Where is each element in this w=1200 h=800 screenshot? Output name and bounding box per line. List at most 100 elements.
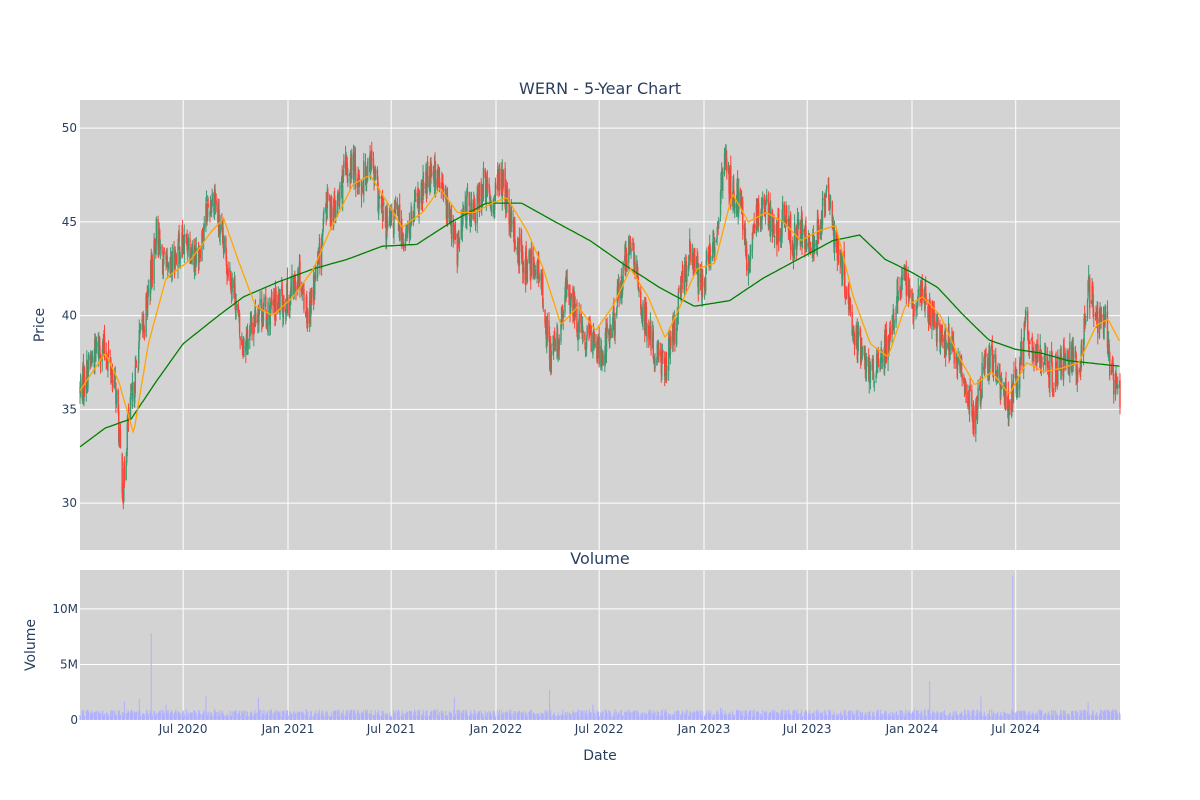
candle-body: [710, 255, 712, 260]
volume-bar: [239, 710, 241, 720]
candle-body: [339, 185, 341, 202]
volume-bar: [811, 713, 813, 720]
volume-bar: [1053, 710, 1055, 720]
volume-bar: [632, 714, 634, 720]
volume-bar: [97, 711, 99, 720]
candle-body: [654, 358, 656, 369]
volume-bar: [174, 712, 176, 720]
volume-bar: [688, 715, 690, 720]
candle-body: [815, 240, 817, 247]
volume-bar: [965, 715, 967, 720]
volume-bar: [1115, 711, 1117, 720]
candle-body: [564, 295, 566, 314]
volume-bar: [1073, 715, 1075, 720]
volume-bar: [241, 711, 243, 720]
volume-bar: [549, 712, 551, 720]
volume-bar: [490, 713, 492, 720]
volume-bar: [1085, 710, 1087, 720]
candle-body: [824, 199, 827, 216]
volume-bar: [1057, 715, 1059, 720]
volume-bar: [598, 711, 600, 720]
volume-bar: [744, 710, 746, 720]
volume-bar: [585, 713, 587, 720]
candle-body: [837, 241, 840, 256]
volume-bar: [90, 710, 92, 720]
volume-bar: [225, 715, 227, 720]
volume-bar: [307, 712, 309, 720]
candle-body: [1067, 350, 1069, 369]
volume-bar: [1059, 715, 1061, 720]
candle-body: [568, 285, 570, 297]
volume-bar: [832, 714, 834, 720]
candle-body: [1099, 312, 1101, 322]
candle-body: [1095, 315, 1097, 318]
volume-bar: [218, 716, 220, 720]
candle-body: [338, 194, 340, 197]
candle-body: [851, 311, 853, 336]
volume-bar: [1096, 712, 1098, 720]
candle-body: [985, 355, 987, 357]
candle-body: [461, 218, 464, 232]
candle-body: [174, 249, 176, 270]
volume-bar: [389, 712, 391, 720]
volume-bar: [147, 713, 149, 720]
candle-body: [253, 322, 255, 336]
volume-bar: [590, 712, 592, 720]
volume-bar: [246, 716, 248, 720]
candle-body: [1047, 360, 1049, 366]
candle-body: [677, 317, 679, 319]
volume-bar: [698, 713, 700, 720]
volume-bar: [90, 714, 92, 720]
candle-body: [845, 295, 848, 299]
volume-bar: [777, 711, 779, 720]
candle-body: [1101, 314, 1103, 317]
candle-body: [997, 369, 999, 376]
candle-body: [590, 326, 592, 352]
candle-body: [1039, 344, 1041, 354]
volume-bar: [732, 713, 734, 720]
volume-bar: [310, 711, 312, 720]
volume-bar: [465, 710, 467, 720]
volume-bar: [142, 713, 144, 720]
volume-bar: [689, 711, 691, 720]
candle-body: [405, 227, 408, 229]
candle-body: [614, 321, 616, 336]
volume-bar: [943, 710, 945, 720]
volume-bar: [773, 715, 775, 720]
candle-body: [159, 230, 161, 245]
candle-body: [246, 330, 249, 347]
candle-body: [963, 377, 966, 387]
volume-bar: [498, 709, 500, 720]
candle-body: [737, 214, 739, 219]
candle-body: [754, 224, 756, 234]
volume-bar: [493, 710, 495, 720]
volume-bar: [1004, 713, 1006, 720]
candle-body: [342, 170, 344, 183]
volume-bar: [86, 709, 88, 720]
volume-bar: [299, 711, 301, 720]
volume-bar: [868, 712, 870, 720]
volume-bar: [557, 715, 559, 720]
volume-bar: [173, 714, 175, 720]
volume-bar: [566, 715, 568, 720]
candle-body: [789, 214, 792, 251]
volume-bar: [370, 709, 372, 720]
volume-bar: [750, 709, 752, 720]
volume-bar: [801, 716, 803, 720]
candle-body: [530, 274, 532, 280]
volume-bar: [868, 714, 870, 720]
volume-bar: [921, 711, 923, 720]
candle-body: [538, 276, 541, 279]
volume-bar: [696, 710, 698, 720]
candle-body: [201, 231, 203, 261]
candle-body: [752, 227, 754, 237]
volume-bar: [592, 704, 594, 720]
volume-bar: [89, 712, 91, 720]
volume-bar: [1092, 710, 1094, 720]
candle-body: [683, 265, 686, 294]
volume-bar: [398, 709, 400, 720]
volume-bar: [1107, 709, 1109, 720]
volume-bar: [724, 710, 726, 720]
candle-body: [294, 273, 296, 284]
